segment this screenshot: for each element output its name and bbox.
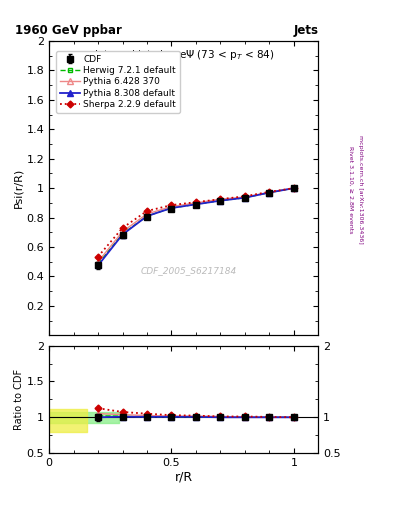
Herwig 7.2.1 default <box>96 261 101 267</box>
Pythia 8.308 default <box>145 213 149 219</box>
Sherpa 2.2.9 default <box>267 189 272 195</box>
Pythia 8.308 default <box>242 195 247 201</box>
Sherpa 2.2.9 default <box>194 199 198 205</box>
Pythia 6.428 370 <box>267 189 272 196</box>
Sherpa 2.2.9 default <box>292 185 296 191</box>
Pythia 8.308 default <box>292 185 296 191</box>
Pythia 6.428 370 <box>194 200 198 206</box>
Herwig 7.2.1 default <box>145 213 149 219</box>
Sherpa 2.2.9 default <box>218 196 223 202</box>
Herwig 7.2.1 default <box>292 185 296 191</box>
Pythia 6.428 370 <box>145 211 149 217</box>
Herwig 7.2.1 default <box>194 201 198 207</box>
Pythia 8.308 default <box>267 189 272 196</box>
Line: Pythia 6.428 370: Pythia 6.428 370 <box>95 185 297 265</box>
Pythia 6.428 370 <box>120 228 125 234</box>
Legend: CDF, Herwig 7.2.1 default, Pythia 6.428 370, Pythia 8.308 default, Sherpa 2.2.9 : CDF, Herwig 7.2.1 default, Pythia 6.428 … <box>56 51 180 113</box>
Herwig 7.2.1 default <box>242 195 247 201</box>
Sherpa 2.2.9 default <box>145 208 149 214</box>
Pythia 6.428 370 <box>169 203 174 209</box>
Sherpa 2.2.9 default <box>120 225 125 231</box>
Herwig 7.2.1 default <box>218 198 223 204</box>
Text: mcplots.cern.ch [arXiv:1306.3436]: mcplots.cern.ch [arXiv:1306.3436] <box>358 135 363 244</box>
Sherpa 2.2.9 default <box>96 253 101 260</box>
Sherpa 2.2.9 default <box>169 202 174 208</box>
Pythia 8.308 default <box>218 198 223 204</box>
Pythia 8.308 default <box>96 262 101 268</box>
Pythia 8.308 default <box>169 205 174 211</box>
Y-axis label: Psi(r/R): Psi(r/R) <box>14 168 24 208</box>
Text: Rivet 3.1.10, ≥ 2.8M events: Rivet 3.1.10, ≥ 2.8M events <box>348 146 353 233</box>
Pythia 6.428 370 <box>96 259 101 265</box>
Herwig 7.2.1 default <box>267 189 272 196</box>
Text: Integral jet shapeΨ (73 < p$_T$ < 84): Integral jet shapeΨ (73 < p$_T$ < 84) <box>94 48 274 62</box>
Line: Herwig 7.2.1 default: Herwig 7.2.1 default <box>95 186 296 266</box>
Y-axis label: Ratio to CDF: Ratio to CDF <box>14 369 24 430</box>
Text: Jets: Jets <box>293 24 318 36</box>
Line: Sherpa 2.2.9 default: Sherpa 2.2.9 default <box>95 186 296 259</box>
Line: Pythia 8.308 default: Pythia 8.308 default <box>95 185 297 269</box>
Herwig 7.2.1 default <box>120 231 125 237</box>
Pythia 8.308 default <box>120 231 125 238</box>
Text: 1960 GeV ppbar: 1960 GeV ppbar <box>15 24 122 36</box>
Pythia 6.428 370 <box>242 194 247 200</box>
Pythia 6.428 370 <box>218 196 223 202</box>
Sherpa 2.2.9 default <box>242 193 247 199</box>
X-axis label: r/R: r/R <box>174 471 193 484</box>
Pythia 6.428 370 <box>292 185 296 191</box>
Text: CDF_2005_S6217184: CDF_2005_S6217184 <box>141 266 237 275</box>
Herwig 7.2.1 default <box>169 205 174 211</box>
Pythia 8.308 default <box>194 201 198 207</box>
